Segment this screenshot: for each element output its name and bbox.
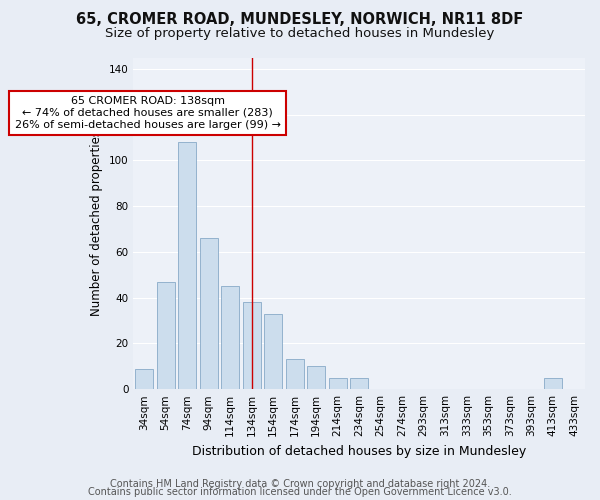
Bar xyxy=(242,302,261,389)
Text: Contains public sector information licensed under the Open Government Licence v3: Contains public sector information licen… xyxy=(88,487,512,497)
Text: Size of property relative to detached houses in Mundesley: Size of property relative to detached ho… xyxy=(106,27,494,40)
Bar xyxy=(264,314,283,389)
Text: 65, CROMER ROAD, MUNDESLEY, NORWICH, NR11 8DF: 65, CROMER ROAD, MUNDESLEY, NORWICH, NR1… xyxy=(76,12,524,28)
Bar xyxy=(544,378,562,389)
Bar xyxy=(178,142,196,389)
Bar xyxy=(307,366,325,389)
Y-axis label: Number of detached properties: Number of detached properties xyxy=(90,130,103,316)
Bar xyxy=(286,360,304,389)
Bar xyxy=(200,238,218,389)
Bar xyxy=(329,378,347,389)
X-axis label: Distribution of detached houses by size in Mundesley: Distribution of detached houses by size … xyxy=(192,444,526,458)
Bar xyxy=(135,368,153,389)
Bar xyxy=(157,282,175,389)
Text: 65 CROMER ROAD: 138sqm
← 74% of detached houses are smaller (283)
26% of semi-de: 65 CROMER ROAD: 138sqm ← 74% of detached… xyxy=(14,96,281,130)
Text: Contains HM Land Registry data © Crown copyright and database right 2024.: Contains HM Land Registry data © Crown c… xyxy=(110,479,490,489)
Bar xyxy=(221,286,239,389)
Bar xyxy=(350,378,368,389)
